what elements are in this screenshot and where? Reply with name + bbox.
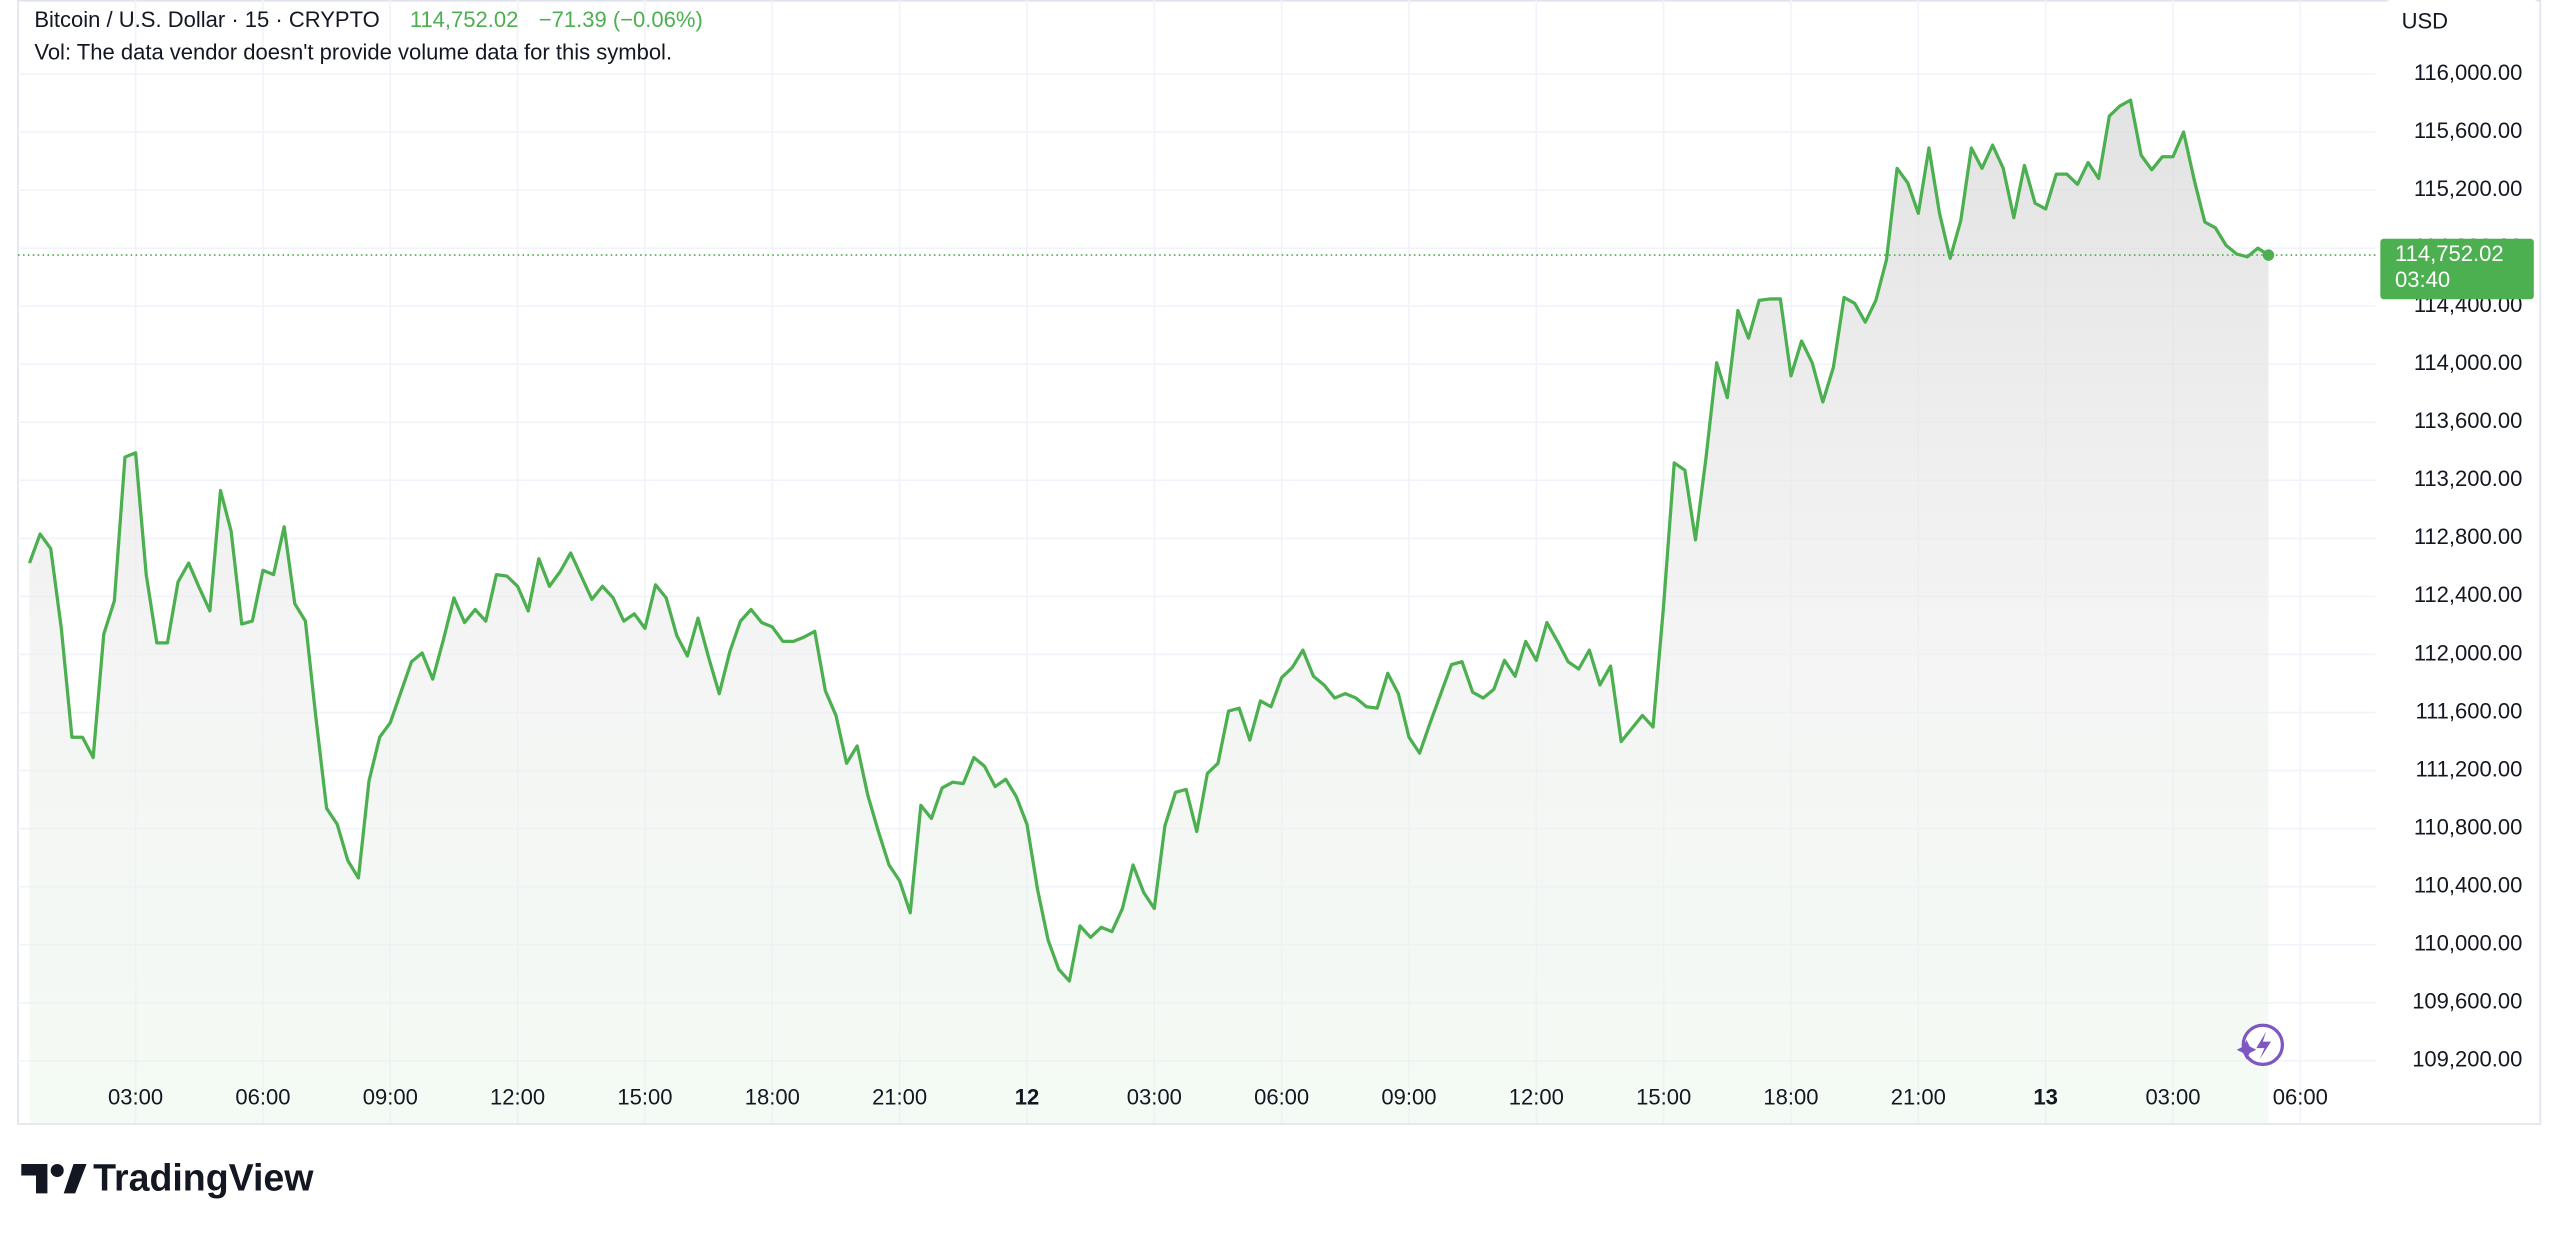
axes: 109,200.00 109,600.00 110,000.00 110,400.00… xyxy=(18,60,2534,1110)
y-tick-label: 110,000.00 xyxy=(2414,931,2523,956)
y-tick-label: 112,800.00 xyxy=(2414,524,2523,549)
x-tick-label: 09:00 xyxy=(1381,1085,1436,1110)
y-tick-label: 115,200.00 xyxy=(2414,176,2523,201)
y-tick-label: 109,200.00 xyxy=(2412,1047,2522,1072)
x-tick-label: 06:00 xyxy=(1254,1085,1309,1110)
y-tick-label: 116,000.00 xyxy=(2414,60,2523,85)
chart-frame xyxy=(17,0,2542,1125)
x-tick-label: 03:00 xyxy=(1127,1085,1182,1110)
x-tick-label: 06:00 xyxy=(2273,1085,2328,1110)
x-tick-label: 15:00 xyxy=(617,1085,672,1110)
symbol-title: Bitcoin / U.S. Dollar · 15 · CRYPTO xyxy=(34,7,379,32)
last-price-label: 114,752.02 xyxy=(2395,241,2504,266)
y-tick-label: 115,600.00 xyxy=(2414,118,2523,143)
x-tick-label: 21:00 xyxy=(1891,1085,1946,1110)
header-change: −71.39 (−0.06%) xyxy=(539,7,703,32)
y-tick-label: 113,600.00 xyxy=(2414,408,2523,433)
y-tick-label: 112,000.00 xyxy=(2414,640,2523,665)
x-tick-label: 12:00 xyxy=(490,1085,545,1110)
x-tick-label: 13 xyxy=(2033,1085,2057,1110)
x-tick-label: 18:00 xyxy=(745,1085,800,1110)
y-tick-label: 110,800.00 xyxy=(2414,814,2523,839)
brand-name: TradingView xyxy=(93,1156,314,1198)
last-price-box xyxy=(2380,238,2534,300)
header-price: 114,752.02 xyxy=(410,7,519,32)
price-line xyxy=(27,98,2270,983)
y-tick-label: 111,200.00 xyxy=(2415,756,2522,781)
y-tick-label: 113,200.00 xyxy=(2414,466,2523,491)
x-tick-label: 03:00 xyxy=(108,1085,163,1110)
y-tick-label: 109,600.00 xyxy=(2412,989,2522,1014)
countdown: 03:40 xyxy=(2395,267,2450,292)
x-tick-label: 12:00 xyxy=(1509,1085,1564,1110)
x-tick-label: 12 xyxy=(1015,1085,1040,1110)
x-tick-label: 18:00 xyxy=(1763,1085,1818,1110)
plot xyxy=(27,98,2270,1124)
volume-note: Vol: The data vendor doesn't provide vol… xyxy=(34,40,672,65)
x-tick-label: 06:00 xyxy=(235,1085,290,1110)
x-tick-label: 15:00 xyxy=(1636,1085,1691,1110)
x-tick-label: 21:00 xyxy=(872,1085,927,1110)
alert-icon[interactable] xyxy=(2236,1023,2285,1067)
x-tick-label: 09:00 xyxy=(363,1085,418,1110)
y-tick-label: 114,000.00 xyxy=(2414,350,2523,375)
x-tick-label: 03:00 xyxy=(2145,1085,2200,1110)
y-tick-label: 111,600.00 xyxy=(2415,698,2522,723)
area-fill xyxy=(29,100,2269,1124)
last-point xyxy=(2262,249,2275,261)
y-tick-label: 110,400.00 xyxy=(2414,872,2523,897)
brand-logo: TradingView xyxy=(21,1156,314,1198)
y-tick-label: 112,400.00 xyxy=(2414,582,2523,607)
currency-box[interactable] xyxy=(2385,0,2539,46)
currency[interactable]: USD xyxy=(2402,9,2448,34)
